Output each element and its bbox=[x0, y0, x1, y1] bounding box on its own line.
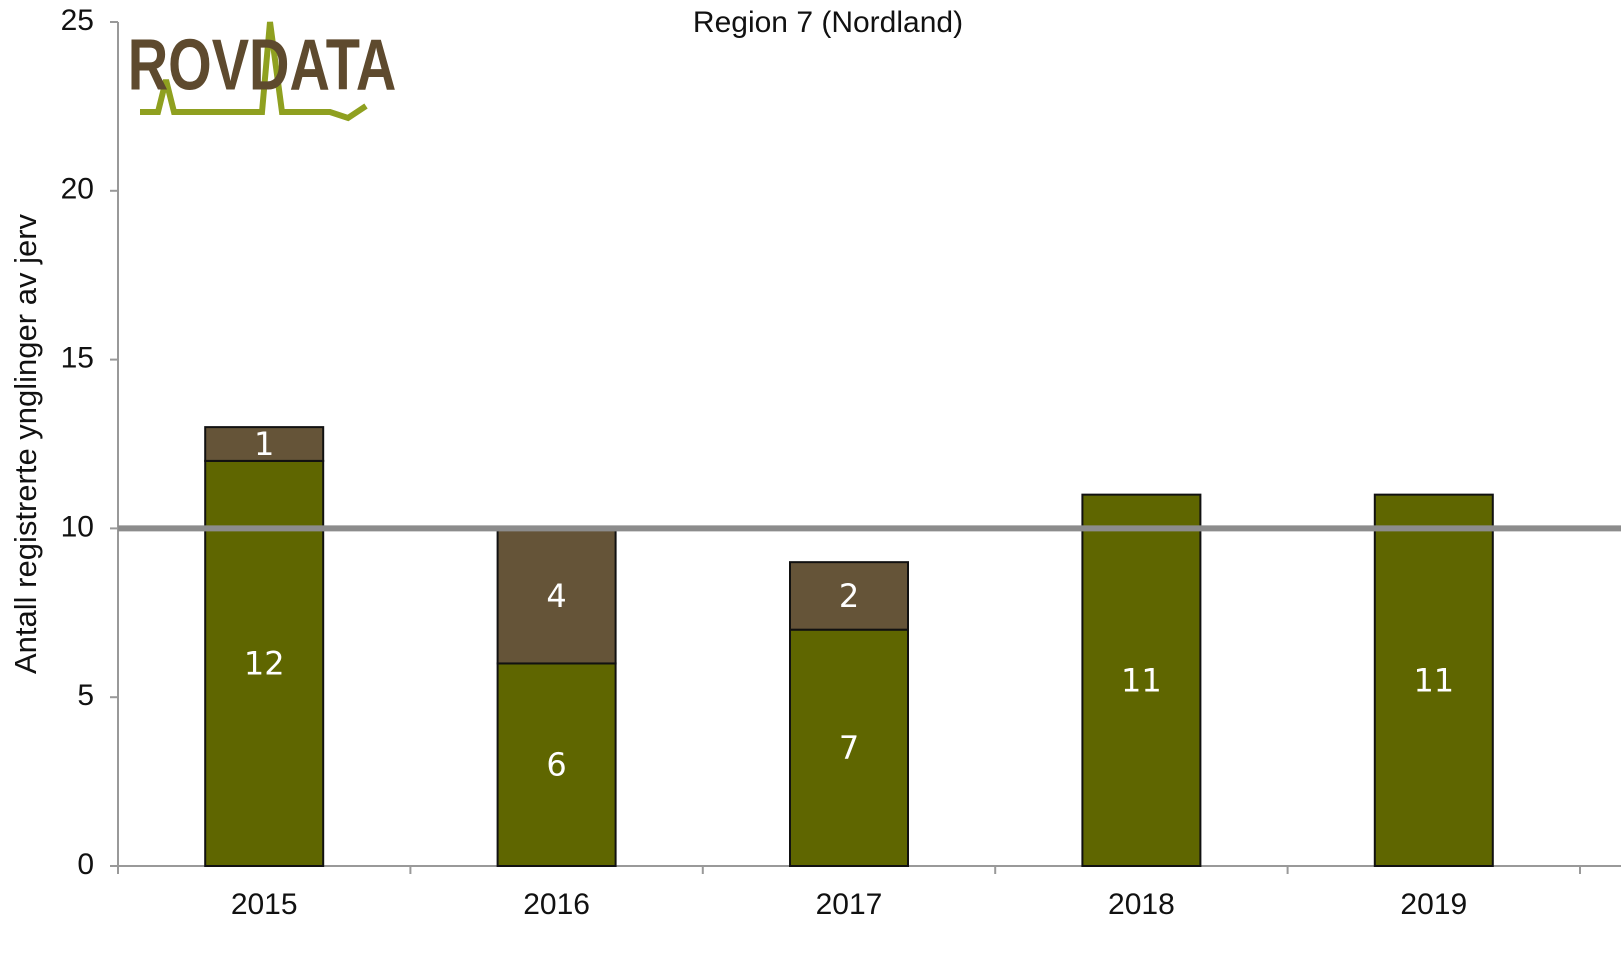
data-label: 12 bbox=[244, 644, 285, 682]
logo: ROVDATA bbox=[128, 21, 397, 122]
data-label: 1 bbox=[254, 425, 274, 463]
x-tick-label: 2015 bbox=[231, 888, 298, 921]
x-tick-label: 2017 bbox=[816, 888, 883, 921]
y-tick-label: 0 bbox=[77, 848, 94, 881]
y-tick-label: 20 bbox=[61, 173, 94, 206]
logo-text: ROVDATA bbox=[128, 23, 397, 105]
chart-title: Region 7 (Nordland) bbox=[693, 6, 963, 39]
y-tick-label: 25 bbox=[61, 4, 94, 37]
bar-segment bbox=[496, 662, 617, 867]
y-axis-label: Antall registrerte ynglinger av jerv bbox=[8, 213, 43, 674]
data-label: 6 bbox=[546, 746, 566, 784]
y-tick-label: 10 bbox=[61, 510, 94, 543]
bar-segment bbox=[789, 628, 909, 867]
data-label: 11 bbox=[1121, 661, 1162, 699]
bar-segment bbox=[1373, 493, 1494, 867]
data-label: 11 bbox=[1413, 661, 1454, 699]
y-tick-label: 5 bbox=[77, 679, 94, 712]
bar-segment bbox=[1081, 493, 1202, 867]
x-tick-label: 2016 bbox=[523, 888, 590, 921]
bar-segment bbox=[496, 527, 617, 665]
logo-line bbox=[140, 21, 368, 122]
x-tick-label: 2018 bbox=[1108, 888, 1175, 921]
x-tick-label: 2019 bbox=[1400, 888, 1467, 921]
data-label: 4 bbox=[546, 577, 566, 615]
bar-segment bbox=[204, 426, 325, 462]
bar-segment bbox=[789, 561, 909, 631]
data-label: 7 bbox=[839, 729, 859, 767]
data-label: 2 bbox=[839, 577, 859, 615]
y-tick-label: 15 bbox=[61, 342, 94, 375]
